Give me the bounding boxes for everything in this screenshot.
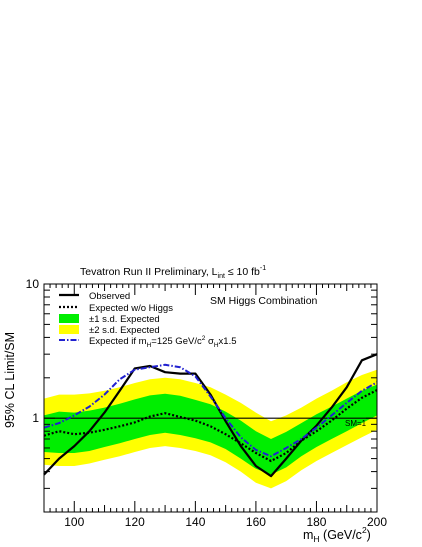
legend-1sd-swatch: [59, 314, 79, 323]
band-1sd: [44, 384, 377, 475]
y-tick-label: 10: [26, 277, 40, 291]
limit-curves: [43, 353, 378, 478]
legend-2sd-swatch: [59, 325, 79, 334]
annotation-label: SM Higgs Combination: [210, 295, 318, 307]
x-tick-label: 200: [367, 515, 387, 529]
signal-expected-curve: [43, 363, 378, 458]
legend-1sd-label: ±1 s.d. Expected: [89, 314, 160, 325]
legend-expected-label: Expected w/o Higgs: [89, 303, 173, 314]
x-tick-label: 120: [125, 515, 145, 529]
x-tick-label: 180: [306, 515, 326, 529]
x-tick-label: 160: [246, 515, 266, 529]
chart-title: Tevatron Run II Preliminary, Lint ≤ 10 f…: [80, 265, 266, 280]
x-tick-label: 100: [64, 515, 84, 529]
x-axis-label: mH (GeV/c2): [303, 525, 371, 544]
x-tick-label: 140: [185, 515, 205, 529]
legend-signal-label: Expected if mH=125 GeV/c2 σHx1.5: [89, 335, 237, 349]
y-axis-label: 95% CL Limit/SM: [3, 332, 17, 428]
plot-frame: [43, 283, 378, 513]
expected-bands: [44, 369, 377, 489]
sm-line-label: SM=1: [345, 419, 367, 428]
expected-curve: [43, 389, 378, 463]
y-tick-label: 1: [32, 411, 39, 425]
observed-curve: [43, 353, 378, 478]
axis-ticks: 100 120 140 160 180 200 1 10: [26, 277, 388, 529]
legend: Observed Expected w/o Higgs ±1 s.d. Expe…: [59, 291, 237, 349]
legend-2sd-label: ±2 s.d. Expected: [89, 325, 160, 336]
legend-observed-label: Observed: [89, 291, 130, 302]
